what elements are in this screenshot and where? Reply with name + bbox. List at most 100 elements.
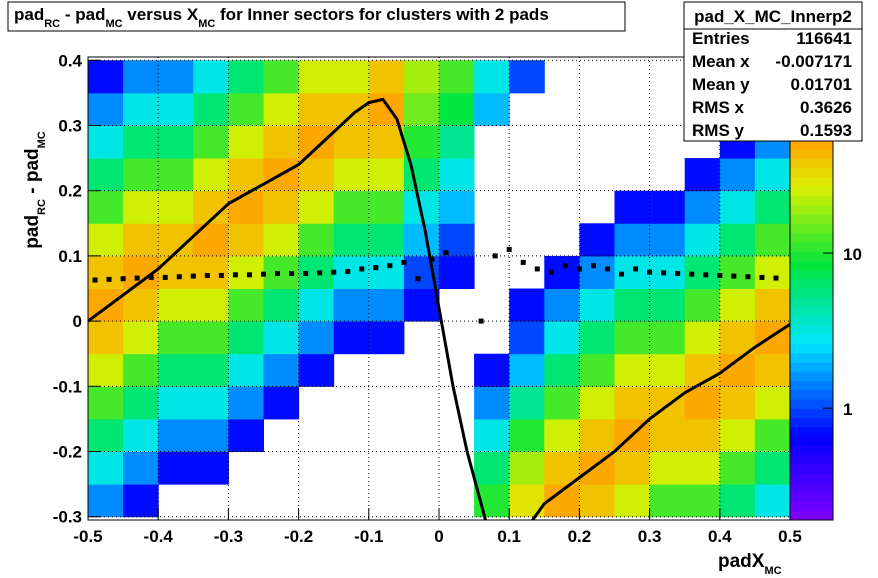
- cell: [333, 158, 370, 192]
- x-tick-label: 0: [434, 527, 443, 546]
- cell: [754, 451, 790, 485]
- x-tick-label: -0.4: [144, 527, 174, 546]
- x-tick-label: 0.5: [778, 527, 802, 546]
- color-step: [790, 371, 833, 382]
- cell: [719, 255, 756, 289]
- color-step: [790, 297, 833, 308]
- color-step: [790, 445, 833, 456]
- cell: [754, 386, 790, 420]
- cell: [263, 288, 300, 322]
- cell: [614, 321, 651, 355]
- profile-point: [373, 265, 379, 271]
- cell: [88, 255, 124, 289]
- color-bar: 1 10: [789, 56, 862, 521]
- chart-title: padRC - padMC versus XMC for Inner secto…: [14, 5, 549, 30]
- cell: [474, 418, 510, 453]
- cell: [614, 484, 651, 518]
- cell: [123, 158, 159, 192]
- subscript: RC: [36, 199, 48, 215]
- cell: [88, 321, 124, 355]
- cell: [439, 60, 475, 94]
- cell: [754, 288, 790, 322]
- cell: [439, 255, 475, 289]
- cell: [123, 92, 159, 126]
- cell: [298, 92, 335, 126]
- color-step: [790, 158, 833, 169]
- stats-value: 116641: [796, 29, 852, 48]
- cell: [298, 353, 335, 387]
- stats-title: pad_X_MC_Innerp2: [694, 7, 852, 26]
- cell: [298, 223, 335, 257]
- color-step: [790, 399, 833, 410]
- cell: [754, 158, 790, 192]
- subscript: MC: [764, 565, 781, 577]
- cell: [719, 321, 756, 355]
- color-step: [790, 140, 833, 151]
- cell: [193, 353, 229, 387]
- cell: [123, 60, 159, 94]
- profile-point: [134, 275, 140, 281]
- profile-point: [176, 274, 182, 280]
- cell: [123, 223, 159, 257]
- cell: [684, 484, 721, 518]
- cell: [509, 353, 545, 387]
- cell: [228, 418, 264, 453]
- cell: [88, 451, 124, 485]
- text-part: versus X: [123, 5, 199, 24]
- y-tick-label: 0: [73, 312, 82, 331]
- cell: [158, 353, 194, 387]
- cell: [509, 321, 545, 355]
- cell: [88, 353, 124, 387]
- cell: [544, 288, 580, 322]
- profile-point: [562, 263, 568, 269]
- cell: [333, 60, 370, 94]
- cell: [719, 190, 756, 224]
- cell: [403, 223, 440, 257]
- cell: [403, 60, 440, 94]
- profile-point: [415, 276, 421, 282]
- y-tick-label: -0.1: [53, 377, 82, 396]
- cell: [193, 223, 229, 257]
- cell: [298, 125, 335, 159]
- cell: [88, 125, 124, 159]
- cell: [719, 418, 756, 453]
- profile-point: [703, 272, 709, 278]
- cell: [754, 223, 790, 257]
- profile-point: [106, 276, 112, 282]
- color-step: [790, 205, 833, 215]
- cell: [263, 190, 300, 224]
- cell: [88, 484, 124, 518]
- profile-point: [443, 250, 449, 256]
- color-step: [790, 316, 833, 327]
- color-step: [790, 334, 833, 345]
- cell: [474, 60, 510, 94]
- profile-point: [717, 272, 723, 278]
- color-step: [790, 279, 833, 289]
- profile-point: [289, 271, 295, 277]
- stats-value: 0.1593: [800, 121, 852, 140]
- profile-point: [429, 256, 435, 262]
- cell: [333, 125, 370, 159]
- cell: [509, 60, 545, 94]
- x-tick-label: -0.3: [214, 527, 243, 546]
- cell: [263, 386, 300, 420]
- cell: [579, 255, 615, 289]
- cell: [403, 288, 440, 322]
- cell: [193, 60, 229, 94]
- cell: [754, 255, 790, 289]
- subscript: RC: [44, 18, 60, 30]
- cell: [544, 321, 580, 355]
- cell: [649, 484, 686, 518]
- cell: [649, 321, 686, 355]
- cell: [123, 353, 159, 387]
- cell: [544, 353, 580, 387]
- stats-value: 0.3626: [800, 98, 852, 117]
- cell: [719, 451, 756, 485]
- cell: [719, 288, 756, 322]
- cell: [158, 386, 194, 420]
- cell: [754, 484, 790, 518]
- cell: [719, 484, 756, 518]
- cell: [439, 125, 475, 159]
- cell: [333, 321, 370, 355]
- cell: [228, 190, 264, 224]
